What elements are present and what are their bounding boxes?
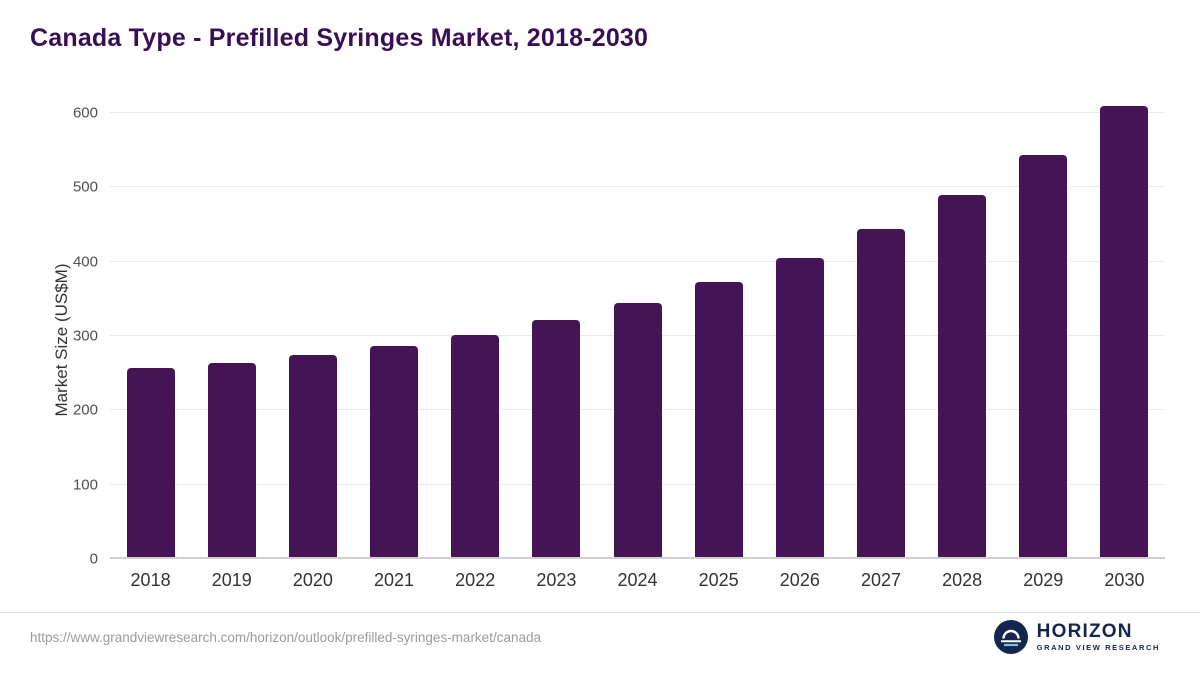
brand-logo-text: HORIZON GRAND VIEW RESEARCH [1037, 622, 1160, 652]
bar-2029 [1019, 154, 1068, 559]
gridline-400 [110, 260, 1165, 262]
bar-2020 [288, 355, 337, 559]
y-tick-label: 400 [72, 253, 98, 271]
bar-2018 [126, 367, 175, 559]
bar-slot-2027 [840, 113, 921, 559]
bar-slot-2028 [922, 113, 1003, 559]
bar-2027 [856, 228, 905, 559]
x-tick-label-2030: 2030 [1104, 570, 1145, 590]
bar-slot-2026 [759, 113, 840, 559]
x-tick-label-2020: 2020 [292, 570, 333, 590]
chart-title: Canada Type - Prefilled Syringes Market,… [30, 24, 649, 52]
bar-2024 [613, 302, 662, 559]
horizon-circle-icon [993, 620, 1028, 654]
y-tick-label: 0 [89, 550, 98, 568]
bar-slot-2025 [678, 113, 759, 559]
bar-2030 [1100, 105, 1149, 559]
bar-slot-2019 [191, 113, 272, 559]
bar-2019 [207, 362, 256, 559]
bar-slot-2018 [110, 113, 191, 559]
x-tick-label-2027: 2027 [860, 570, 901, 590]
x-tick-label-2024: 2024 [617, 570, 658, 590]
y-tick-label: 600 [72, 104, 98, 122]
bar-slot-2029 [1003, 113, 1084, 559]
x-tick-label-2018: 2018 [130, 570, 171, 590]
x-tick-label-2022: 2022 [455, 570, 496, 590]
y-tick-label: 300 [72, 327, 98, 345]
x-tick-label-2019: 2019 [211, 570, 252, 590]
brand-logo: HORIZON GRAND VIEW RESEARCH [993, 620, 1160, 654]
gridline-600 [110, 112, 1165, 113]
source-url: https://www.grandviewresearch.com/horizo… [30, 630, 541, 645]
x-axis-tick-labels: 2018 2019 2020 2021 2022 2023 2024 2025 2026 2027… [110, 570, 1165, 591]
y-axis-tick-labels: 0 100 200 300 400 500 600 [50, 105, 98, 568]
footer-divider [0, 612, 1200, 613]
x-tick-label-2023: 2023 [536, 570, 577, 590]
x-tick-label-2026: 2026 [779, 570, 820, 590]
bar-series [110, 105, 1165, 559]
x-tick-label-2029: 2029 [1023, 570, 1064, 590]
bar-slot-2022 [435, 113, 516, 559]
y-tick-label: 100 [72, 476, 98, 494]
bar-2022 [451, 334, 500, 559]
bar-slot-2021 [353, 113, 434, 559]
bar-2028 [938, 194, 987, 559]
x-tick-label-2021: 2021 [374, 570, 415, 590]
bar-slot-2020 [272, 113, 353, 559]
gridline-500 [110, 186, 1165, 188]
bar-slot-2023 [516, 113, 597, 559]
bar-2023 [532, 320, 581, 559]
brand-subtitle: GRAND VIEW RESEARCH [1036, 643, 1160, 653]
bar-2026 [775, 257, 824, 559]
plot-area [110, 105, 1165, 559]
x-tick-label-2025: 2025 [698, 570, 739, 590]
bar-slot-2024 [597, 113, 678, 559]
y-tick-label: 500 [72, 178, 98, 196]
brand-name: HORIZON [1036, 621, 1133, 643]
bar-2025 [694, 282, 743, 559]
bar-2021 [370, 346, 419, 559]
bar-slot-2030 [1084, 105, 1165, 559]
x-axis-line [110, 557, 1165, 559]
y-tick-label: 200 [72, 401, 98, 419]
x-tick-label-2028: 2028 [942, 570, 983, 590]
